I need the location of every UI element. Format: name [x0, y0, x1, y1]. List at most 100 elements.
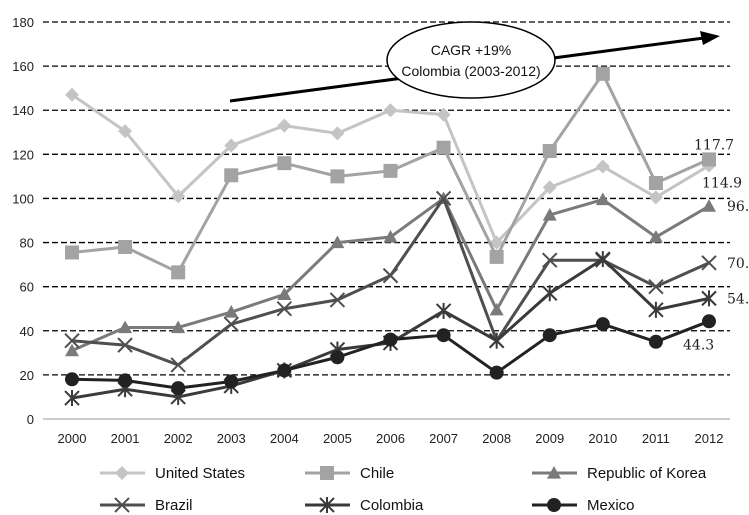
y-tick-label: 120: [12, 147, 34, 162]
data-label: 54.7: [727, 291, 749, 307]
data-point: [329, 292, 346, 308]
data-point: [276, 301, 293, 317]
callout-line-1: CAGR +19%: [431, 42, 512, 58]
legend-item: Colombia: [305, 497, 424, 514]
data-point: [701, 255, 717, 271]
callout-line-2: Colombia (2003-2012): [401, 63, 540, 79]
data-point: [547, 466, 561, 479]
legend-label: Republic of Korea: [587, 465, 707, 482]
data-point: [595, 159, 610, 174]
data-point: [701, 290, 717, 307]
data-point: [435, 190, 452, 207]
legend-label: Colombia: [360, 497, 424, 514]
series-group: [64, 66, 717, 407]
y-tick-label: 40: [20, 324, 34, 339]
data-point: [330, 235, 345, 249]
data-point: [65, 245, 79, 260]
x-tick-label: 2009: [535, 431, 564, 446]
data-point: [595, 251, 611, 268]
data-label: 96.5: [727, 199, 749, 215]
data-point: [436, 328, 451, 343]
cagr-annotation: CAGR +19% Colombia (2003-2012): [229, 21, 720, 103]
data-point: [595, 192, 610, 206]
x-tick-label: 2003: [217, 431, 246, 446]
data-point: [383, 230, 398, 243]
data-point: [702, 152, 716, 167]
y-tick-label: 160: [12, 59, 34, 74]
data-point: [330, 169, 345, 184]
legend-label: Brazil: [155, 497, 193, 514]
data-point: [223, 316, 239, 332]
legend-item: Mexico: [532, 497, 635, 514]
x-tick-label: 2006: [376, 431, 405, 446]
data-point: [489, 302, 504, 316]
x-tick-label: 2010: [588, 431, 617, 446]
y-tick-label: 0: [27, 412, 34, 427]
data-point: [436, 140, 451, 155]
data-point: [65, 343, 79, 357]
legend-label: Chile: [360, 465, 394, 482]
data-point: [330, 126, 345, 141]
data-point: [171, 189, 186, 204]
x-tick-label: 2001: [111, 431, 140, 446]
series-mexico: [65, 314, 716, 396]
data-point: [648, 230, 663, 243]
data-point: [65, 372, 79, 387]
legend-item: Brazil: [100, 497, 193, 514]
data-label: 114.9: [702, 176, 742, 192]
data-point: [118, 373, 133, 388]
data-point: [64, 390, 80, 407]
callout-ellipse: [386, 21, 556, 99]
data-point: [320, 466, 334, 480]
y-tick-label: 20: [20, 368, 34, 383]
data-point: [277, 287, 292, 300]
data-point: [382, 267, 399, 284]
data-labels: 117.7 114.9 96.5 70.8 54.7 44.3: [683, 137, 749, 353]
legend-item: Republic of Korea: [532, 465, 707, 482]
data-point: [224, 374, 239, 389]
x-tick-label: 2000: [58, 431, 87, 446]
data-point: [648, 176, 663, 191]
x-axis-ticks: 2000 2001 2002 2003 2004 2005 2006 2007 2008 2009…: [58, 431, 724, 446]
data-point: [489, 235, 504, 250]
data-point: [542, 252, 558, 268]
legend-item: United States: [100, 465, 245, 482]
x-tick-label: 2002: [164, 431, 193, 446]
legend-item: Chile: [305, 465, 394, 482]
data-point: [170, 357, 186, 373]
data-point: [542, 285, 558, 302]
trend-arrow-head: [700, 31, 720, 45]
data-point: [224, 138, 239, 153]
data-point: [595, 66, 610, 81]
x-tick-label: 2005: [323, 431, 352, 446]
data-point: [118, 124, 133, 139]
legend-label: Mexico: [587, 497, 635, 514]
data-point: [171, 265, 186, 280]
data-point: [489, 365, 504, 380]
series-united-states: [65, 87, 716, 250]
x-tick-label: 2008: [482, 431, 511, 446]
data-point: [595, 317, 610, 332]
data-point: [547, 498, 561, 512]
legend: United States Chile Republic of Korea Brazi…: [100, 465, 707, 514]
data-point: [65, 87, 79, 102]
data-point: [383, 332, 398, 347]
y-tick-label: 80: [20, 236, 34, 251]
y-tick-label: 100: [12, 191, 34, 206]
data-point: [171, 320, 186, 334]
data-label: 44.3: [683, 337, 714, 353]
data-point: [542, 328, 557, 343]
data-point: [648, 278, 664, 295]
data-point: [224, 305, 239, 318]
data-label: 70.8: [727, 256, 749, 272]
y-axis-ticks: 0 20 40 60 80 100 120 140 160 180: [12, 15, 34, 427]
data-point: [277, 156, 292, 171]
data-point: [542, 207, 557, 221]
data-point: [383, 163, 398, 178]
x-tick-label: 2011: [642, 431, 670, 446]
data-point: [436, 107, 451, 122]
data-point: [118, 239, 133, 254]
data-point: [648, 334, 663, 349]
data-point: [277, 118, 292, 133]
